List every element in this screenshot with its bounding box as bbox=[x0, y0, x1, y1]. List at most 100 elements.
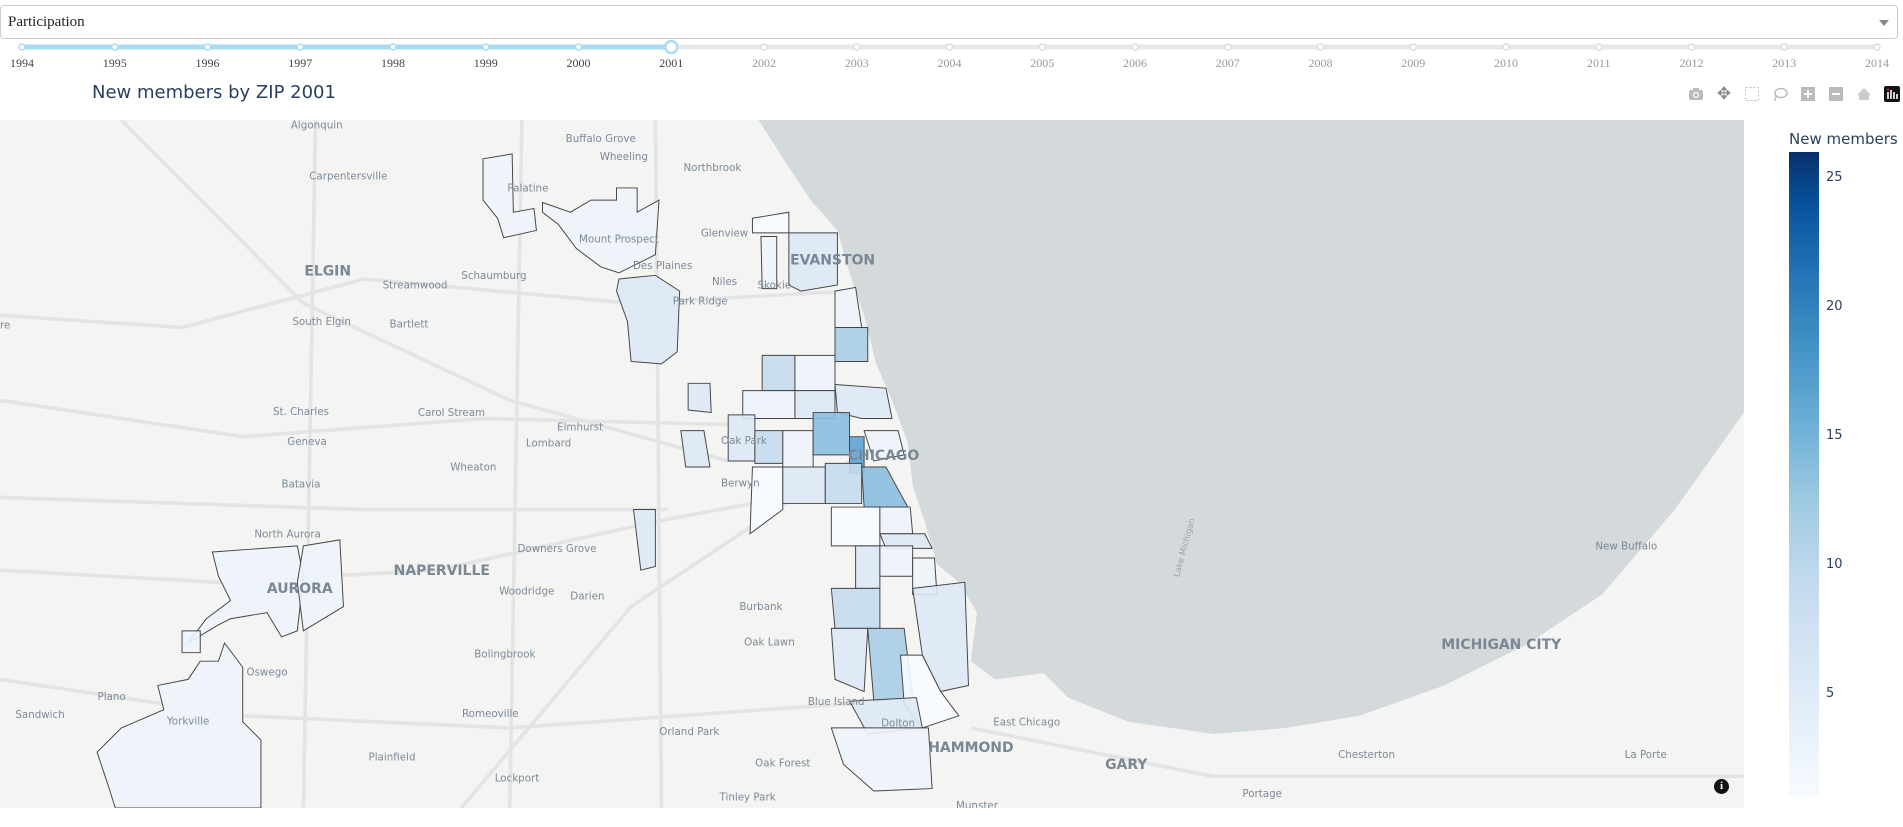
slider-year-label[interactable]: 2013 bbox=[1772, 56, 1796, 70]
slider-year-label[interactable]: 2003 bbox=[845, 56, 869, 70]
slider-tick[interactable] bbox=[1409, 43, 1417, 51]
slider-tick[interactable] bbox=[1687, 43, 1696, 51]
place-label: Burbank bbox=[739, 601, 782, 613]
place-label: Batavia bbox=[281, 479, 320, 491]
slider-year-label[interactable]: 2014 bbox=[1865, 56, 1889, 70]
slider-year-label[interactable]: 2005 bbox=[1030, 56, 1054, 70]
zip-region[interactable] bbox=[632, 509, 656, 571]
place-label: La Porte bbox=[1625, 749, 1667, 761]
zip-region[interactable] bbox=[296, 539, 344, 632]
zip-region[interactable] bbox=[912, 581, 969, 693]
place-label: East Chicago bbox=[993, 716, 1060, 728]
slider-tick[interactable] bbox=[945, 43, 954, 51]
slider-tick[interactable] bbox=[1780, 43, 1788, 51]
zip-region[interactable] bbox=[742, 390, 796, 419]
slider-year-label[interactable]: 1998 bbox=[381, 56, 405, 70]
slider-tick[interactable] bbox=[389, 43, 397, 51]
home-icon[interactable] bbox=[1854, 84, 1874, 104]
slider-year-label[interactable]: 2000 bbox=[567, 56, 591, 70]
slider-year-label[interactable]: 1997 bbox=[288, 56, 312, 70]
box-select-icon[interactable] bbox=[1742, 84, 1762, 104]
slider-year-label[interactable]: 2001 bbox=[659, 56, 683, 70]
slider-year-label[interactable]: 2006 bbox=[1123, 56, 1147, 70]
chart-title: New members by ZIP 2001 bbox=[92, 82, 336, 103]
zip-region[interactable] bbox=[830, 587, 881, 629]
place-label: Berwyn bbox=[721, 477, 760, 489]
slider-handle[interactable] bbox=[664, 40, 679, 55]
zip-region[interactable] bbox=[482, 153, 537, 239]
slider-tick[interactable] bbox=[1131, 43, 1139, 51]
slider-tick[interactable] bbox=[1595, 43, 1603, 51]
colorbar-title: New members bbox=[1789, 130, 1898, 148]
zip-region[interactable] bbox=[830, 506, 881, 547]
plotly-logo-icon[interactable] bbox=[1882, 84, 1902, 104]
slider-year-label[interactable]: 2012 bbox=[1680, 56, 1704, 70]
zip-region[interactable] bbox=[855, 545, 881, 589]
zip-region[interactable] bbox=[794, 354, 836, 392]
zip-region[interactable] bbox=[782, 430, 814, 468]
slider-tick[interactable] bbox=[482, 43, 490, 51]
slider-year-label[interactable]: 2009 bbox=[1401, 56, 1425, 70]
zip-region[interactable] bbox=[96, 641, 262, 808]
slider-tick[interactable] bbox=[18, 43, 26, 51]
metric-dropdown[interactable]: Participation bbox=[0, 5, 1898, 39]
place-label: Portage bbox=[1242, 788, 1282, 800]
place-label: North Aurora bbox=[254, 528, 321, 540]
zip-region[interactable] bbox=[834, 327, 869, 362]
info-icon[interactable]: i bbox=[1714, 779, 1729, 794]
slider-tick[interactable] bbox=[1502, 43, 1510, 51]
chevron-down-icon[interactable] bbox=[1879, 20, 1889, 26]
slider-tick[interactable] bbox=[853, 43, 861, 51]
zip-region[interactable] bbox=[788, 232, 838, 292]
slider-year-label[interactable]: 1995 bbox=[103, 56, 127, 70]
slider-year-label[interactable]: 2008 bbox=[1309, 56, 1333, 70]
year-slider[interactable]: 1994 1995 1996 1997 1998 1999 2000 2001 2002 2003… bbox=[0, 40, 1903, 76]
slider-year-label[interactable]: 2002 bbox=[752, 56, 776, 70]
zip-region[interactable] bbox=[879, 545, 914, 577]
slider-year-label[interactable]: 2010 bbox=[1494, 56, 1518, 70]
slider-year-label[interactable]: 1996 bbox=[196, 56, 220, 70]
place-label: Yorkville bbox=[166, 715, 209, 727]
zip-region[interactable] bbox=[824, 462, 863, 504]
zip-region[interactable] bbox=[542, 187, 660, 274]
camera-icon[interactable] bbox=[1686, 84, 1706, 104]
pan-icon[interactable]: ✥ bbox=[1716, 84, 1732, 104]
zip-region[interactable] bbox=[834, 286, 863, 328]
zip-region[interactable] bbox=[879, 533, 933, 549]
slider-year-label[interactable]: 1994 bbox=[10, 56, 34, 70]
zip-region[interactable] bbox=[834, 383, 893, 419]
place-label: Wheaton bbox=[450, 462, 496, 474]
place-label: Park Ridge bbox=[673, 295, 728, 307]
road bbox=[0, 495, 668, 512]
zip-region[interactable] bbox=[782, 466, 826, 504]
zip-region[interactable] bbox=[812, 411, 851, 456]
slider-tick[interactable] bbox=[111, 43, 119, 51]
slider-tick[interactable] bbox=[296, 43, 304, 51]
zip-region[interactable] bbox=[687, 382, 712, 413]
zip-region[interactable] bbox=[879, 506, 914, 535]
zip-region[interactable] bbox=[616, 274, 681, 365]
slider-tick[interactable] bbox=[760, 43, 768, 51]
slider-tick[interactable] bbox=[1873, 43, 1881, 51]
slider-tick[interactable] bbox=[1224, 43, 1232, 51]
slider-year-label[interactable]: 2011 bbox=[1587, 56, 1611, 70]
slider-year-label[interactable]: 2007 bbox=[1216, 56, 1240, 70]
slider-year-label[interactable]: 2004 bbox=[938, 56, 962, 70]
slider-tick[interactable] bbox=[1038, 43, 1046, 51]
slider-tick[interactable] bbox=[1316, 43, 1325, 51]
slider-tick[interactable] bbox=[574, 43, 583, 51]
zip-region[interactable] bbox=[181, 630, 201, 654]
zoom-in-icon[interactable] bbox=[1798, 84, 1818, 104]
slider-year-label[interactable]: 1999 bbox=[474, 56, 498, 70]
zip-region[interactable] bbox=[749, 466, 784, 535]
zip-region[interactable] bbox=[680, 430, 711, 468]
zip-region[interactable] bbox=[830, 627, 869, 693]
lasso-icon[interactable] bbox=[1770, 84, 1790, 104]
zip-region[interactable] bbox=[761, 354, 796, 392]
slider-tick[interactable] bbox=[203, 43, 212, 51]
zip-region[interactable] bbox=[830, 727, 933, 792]
zoom-out-icon[interactable] bbox=[1826, 84, 1846, 104]
zip-region[interactable] bbox=[863, 430, 905, 462]
zip-region[interactable] bbox=[760, 236, 778, 290]
